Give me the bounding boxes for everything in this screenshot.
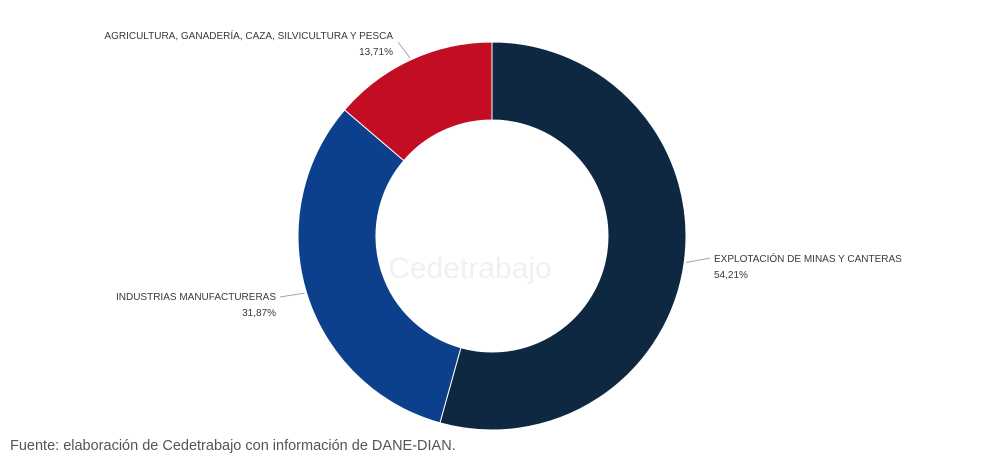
leader-line-mining bbox=[686, 257, 711, 264]
leader-line-manufacturing bbox=[279, 292, 305, 298]
donut-chart: Cedetrabajo EXPLOTACIÓN DE MINAS Y CANTE… bbox=[104, 29, 902, 430]
slice-value-agriculture: 13,71% bbox=[359, 47, 393, 58]
leader-line-agriculture bbox=[397, 41, 411, 59]
slice-value-mining: 54,21% bbox=[714, 270, 748, 281]
slices-group bbox=[297, 41, 687, 430]
slice-mining bbox=[439, 41, 687, 430]
slice-agriculture bbox=[343, 41, 493, 162]
slice-label-manufacturing: INDUSTRIAS MANUFACTURERAS bbox=[116, 292, 276, 303]
slice-value-manufacturing: 31,87% bbox=[242, 308, 276, 319]
slice-label-agriculture: AGRICULTURA, GANADERÍA, CAZA, SILVICULTU… bbox=[104, 29, 393, 42]
watermark: Cedetrabajo bbox=[388, 252, 551, 285]
source-note: Fuente: elaboración de Cedetrabajo con i… bbox=[10, 438, 456, 454]
labels-group: EXPLOTACIÓN DE MINAS Y CANTERAS 54,21% IND… bbox=[104, 29, 902, 319]
slice-manufacturing bbox=[297, 109, 462, 424]
slice-label-mining: EXPLOTACIÓN DE MINAS Y CANTERAS bbox=[714, 252, 902, 265]
